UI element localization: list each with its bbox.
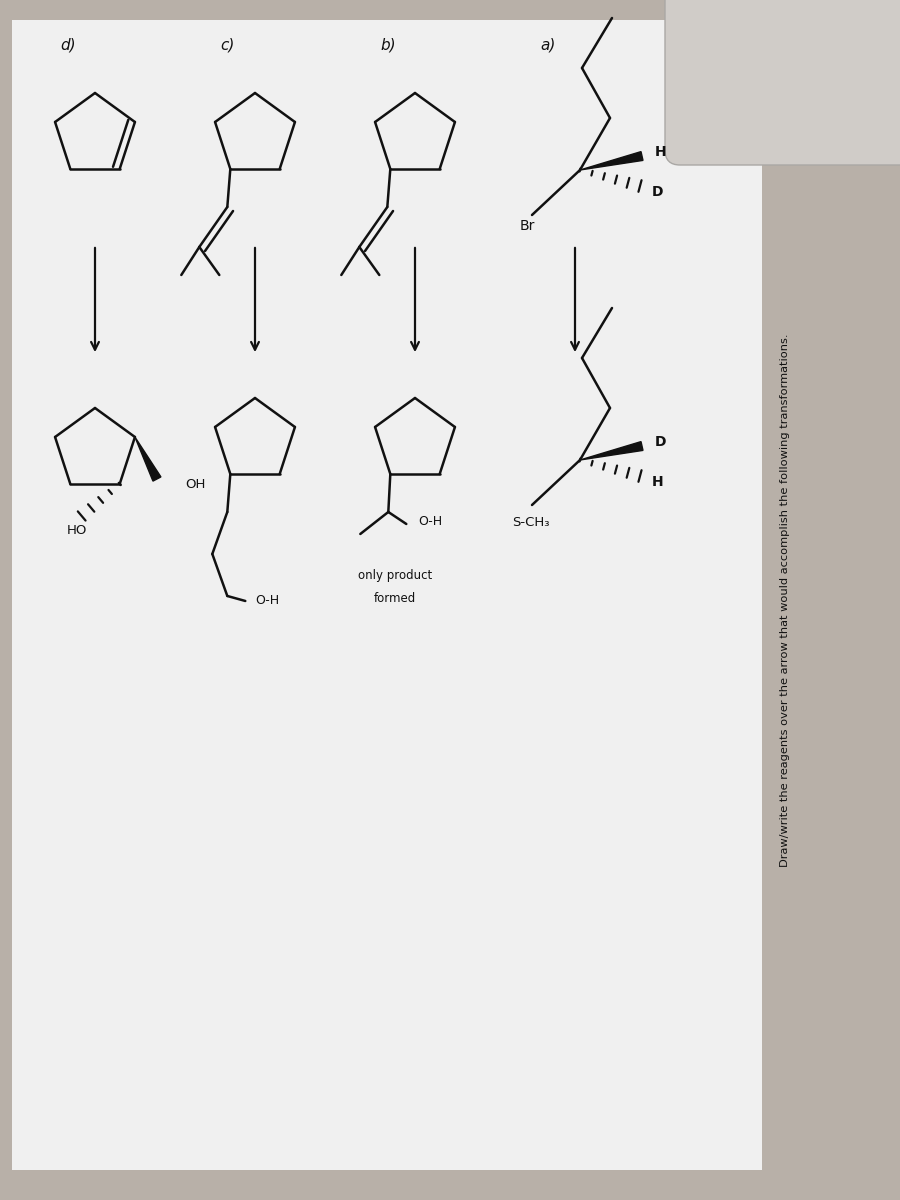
Text: H: H: [655, 145, 667, 160]
FancyBboxPatch shape: [12, 20, 762, 1170]
Text: H: H: [652, 475, 663, 488]
Text: D: D: [652, 185, 663, 199]
Text: O-H: O-H: [256, 594, 279, 607]
Text: formed: formed: [374, 592, 416, 605]
Text: HO: HO: [67, 524, 87, 538]
Text: d): d): [60, 37, 76, 53]
Text: O-H: O-H: [418, 516, 443, 528]
Text: D: D: [655, 434, 667, 449]
Polygon shape: [580, 442, 643, 460]
Polygon shape: [580, 151, 643, 170]
Text: b): b): [380, 37, 396, 53]
Polygon shape: [135, 437, 161, 481]
Text: Br: Br: [520, 218, 536, 233]
Text: OH: OH: [184, 478, 205, 491]
Text: Draw/write the reagents over the arrow that would accomplish the following trans: Draw/write the reagents over the arrow t…: [780, 334, 790, 866]
Text: only product: only product: [358, 569, 432, 582]
FancyBboxPatch shape: [665, 0, 900, 164]
Text: S-CH₃: S-CH₃: [512, 516, 550, 528]
Text: a): a): [540, 37, 555, 53]
Text: c): c): [220, 37, 234, 53]
FancyBboxPatch shape: [12, 20, 762, 1170]
